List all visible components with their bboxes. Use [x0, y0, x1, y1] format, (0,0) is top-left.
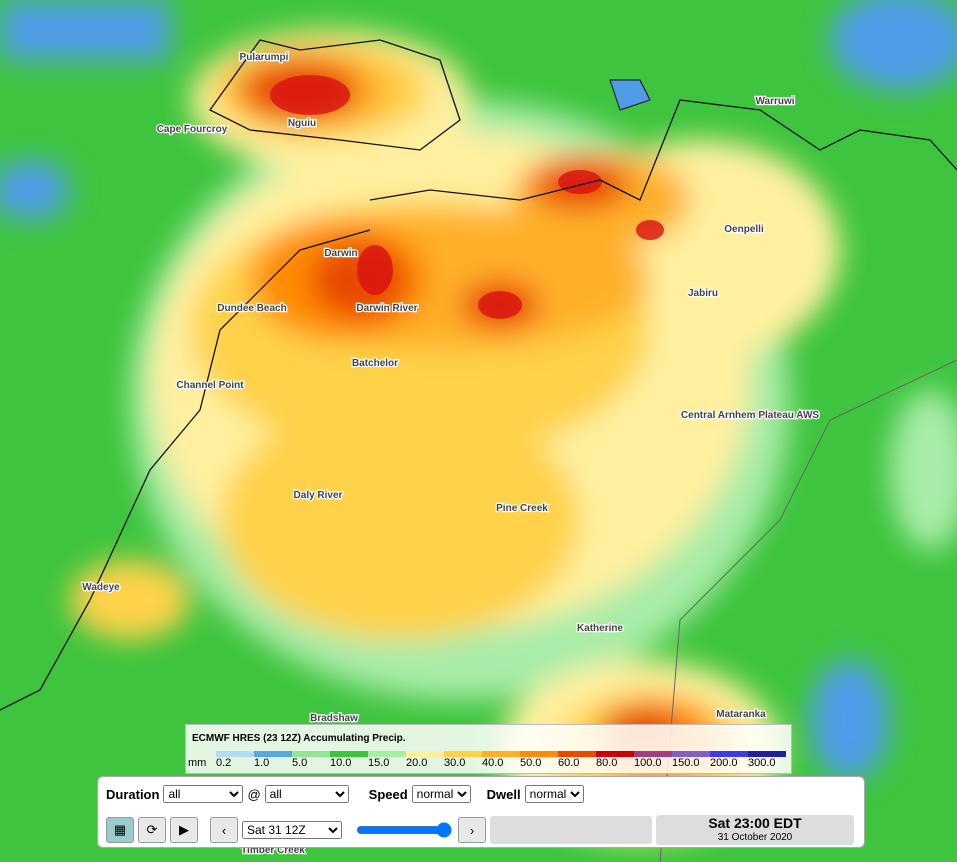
place-label: Batchelor — [352, 358, 398, 369]
legend-swatch — [482, 751, 520, 757]
place-label: Darwin — [324, 248, 357, 259]
legend-swatch — [520, 751, 558, 757]
refresh-button[interactable]: ⟳ — [138, 817, 166, 843]
legend-label: 100.0 — [634, 757, 662, 769]
frame-slider[interactable] — [356, 822, 452, 838]
place-label: Pine Creek — [496, 503, 548, 514]
legend-swatch — [292, 751, 330, 757]
play-button[interactable]: ▶ — [170, 817, 198, 843]
place-label: Darwin River — [356, 303, 417, 314]
legend-label: 150.0 — [672, 757, 700, 769]
legend-label: 0.2 — [216, 757, 232, 769]
dwell-select[interactable]: normal — [524, 785, 584, 803]
legend-swatch — [368, 751, 406, 757]
legend-label: 1.0 — [254, 757, 270, 769]
place-label: Katherine — [577, 623, 624, 634]
speed-select[interactable]: normal — [411, 785, 471, 803]
legend-swatch — [444, 751, 482, 757]
legend-swatch — [672, 751, 710, 757]
next-button[interactable]: › — [458, 817, 486, 843]
place-label: Central Arnhem Plateau AWS — [681, 410, 820, 421]
legend-label: 30.0 — [444, 757, 466, 769]
place-label: Nguiu — [288, 118, 316, 129]
speed-label: Speed — [368, 786, 408, 802]
legend-swatch — [406, 751, 444, 757]
at-select[interactable]: all — [264, 785, 349, 803]
date: 31 October 2020 — [717, 832, 793, 843]
legend-label: 60.0 — [558, 757, 580, 769]
legend-swatch — [254, 751, 292, 757]
at-label: @ — [247, 786, 261, 802]
place-label: Channel Point — [176, 380, 244, 391]
legend-swatch — [596, 751, 634, 757]
place-label: Bradshaw — [310, 713, 358, 724]
controls: Duration all @ all Speed normal Dwell no… — [97, 776, 865, 848]
prev-button[interactable]: ‹ — [210, 817, 238, 843]
loop-button[interactable]: ▦ — [106, 817, 134, 843]
legend-label: 300.0 — [748, 757, 776, 769]
legend-labels: mm 0.2 1.0 5.0 10.0 15.0 20.0 30.0 40.0 50.0 60.0 8… — [188, 757, 788, 771]
legend-swatch — [710, 751, 748, 757]
legend-label: 80.0 — [596, 757, 618, 769]
legend-swatch — [330, 751, 368, 757]
place-label: Daly River — [294, 490, 343, 501]
legend-swatches — [216, 751, 786, 757]
legend-label: 200.0 — [710, 757, 738, 769]
legend-swatch — [216, 751, 254, 757]
legend-label: 15.0 — [368, 757, 390, 769]
place-label: Mataranka — [716, 709, 766, 720]
legend-title: ECMWF HRES (23 12Z) Accumulating Precip. — [192, 733, 406, 744]
status-box — [490, 816, 652, 844]
legend-label: 40.0 — [482, 757, 504, 769]
place-label: Dundee Beach — [217, 303, 286, 314]
place-label: Jabiru — [688, 288, 718, 299]
duration-label: Duration — [106, 786, 160, 802]
legend-label: 5.0 — [292, 757, 308, 769]
duration-select[interactable]: all — [163, 785, 244, 803]
time-box: Sat 23:00 EDT 31 October 2020 — [656, 815, 854, 845]
frame-select[interactable]: Sat 31 12Z — [242, 821, 342, 839]
legend: ECMWF HRES (23 12Z) Accumulating Precip.… — [185, 724, 792, 774]
legend-swatch — [558, 751, 596, 757]
place-label: Warruwi — [755, 96, 794, 107]
place-label: Cape Fourcroy — [157, 124, 228, 135]
legend-swatch — [748, 751, 786, 757]
legend-label: 10.0 — [330, 757, 352, 769]
legend-unit: mm — [188, 757, 207, 769]
place-label: Wadeye — [82, 582, 120, 593]
legend-label: 20.0 — [406, 757, 428, 769]
place-label: Pularumpi — [240, 52, 289, 63]
place-label: Oenpelli — [724, 224, 764, 235]
legend-swatch — [634, 751, 672, 757]
dwell-label: Dwell — [486, 786, 521, 802]
time: Sat 23:00 EDT — [708, 815, 802, 831]
legend-label: 50.0 — [520, 757, 542, 769]
